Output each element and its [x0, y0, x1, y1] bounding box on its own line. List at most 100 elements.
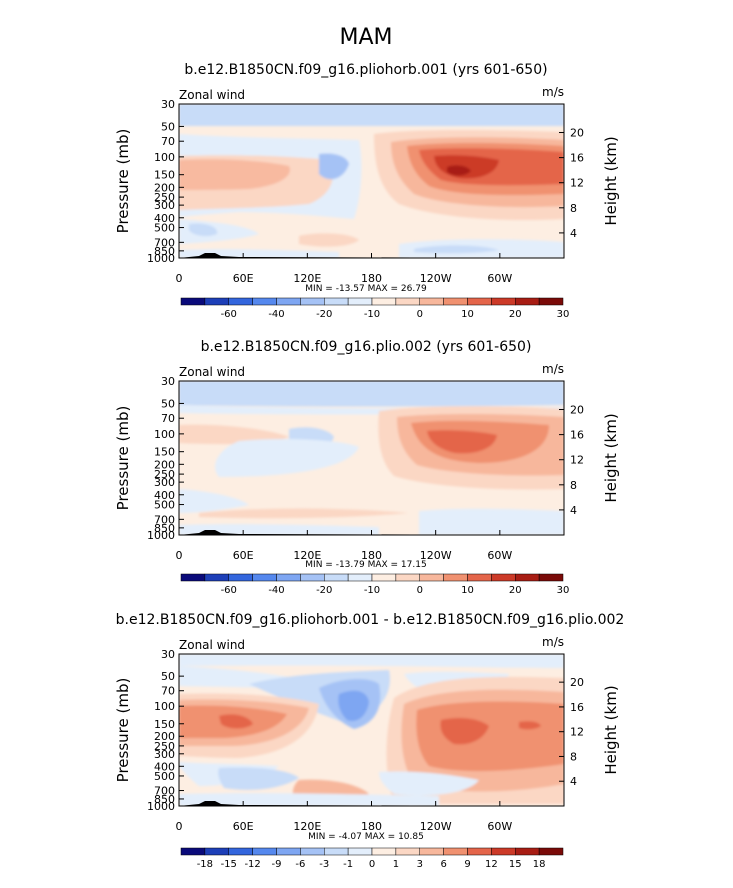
- panel-1-stats: MIN = -13.57 MAX = 26.79: [305, 284, 427, 294]
- panel-1-left-label: Zonal wind: [179, 88, 245, 102]
- panel-2-stats: MIN = -13.79 MAX = 17.15: [305, 560, 426, 570]
- colorbar-label: 6: [440, 859, 446, 870]
- y2-tick-label: 4: [570, 775, 577, 788]
- x-tick-label: 120W: [420, 820, 452, 833]
- colorbar-box: [491, 847, 516, 856]
- colorbar-box: [252, 847, 277, 856]
- colorbar-label: 3: [417, 859, 423, 870]
- x-tick-label: 120E: [293, 272, 321, 285]
- colorbar-box: [515, 297, 540, 306]
- y-tick-label: 1000: [147, 252, 175, 265]
- y2-tick-label: 20: [570, 127, 584, 140]
- colorbar-box: [538, 847, 564, 856]
- x-tick-label: 0: [176, 272, 183, 285]
- colorbar-box: [324, 573, 349, 582]
- colorbar-box: [252, 297, 277, 306]
- colorbar-box: [515, 847, 540, 856]
- y-tick-label: 400: [154, 212, 175, 225]
- x-tick-label: 0: [176, 820, 183, 833]
- colorbar-label: -1: [343, 859, 353, 870]
- x-tick-label: 60W: [487, 820, 512, 833]
- x-tick-label: 60E: [233, 549, 254, 562]
- panel-1: b.e12.B1850CN.f09_g16.pliohorb.001 (yrs …: [114, 62, 620, 320]
- y-tick-label: 100: [154, 151, 175, 164]
- y2-tick-label: 12: [570, 177, 584, 190]
- y-tick-label: 1000: [147, 800, 175, 813]
- colorbar-label: 1: [393, 859, 399, 870]
- x-tick-label: 180: [361, 272, 382, 285]
- y-tick-label: 250: [154, 740, 175, 753]
- y-tick-label: 200: [154, 181, 175, 194]
- colorbar-box: [395, 297, 420, 306]
- y-tick-label: 150: [154, 169, 175, 182]
- y2-tick-label: 20: [570, 676, 584, 689]
- colorbar-label: 20: [509, 309, 522, 320]
- panel-3-plot: [179, 654, 564, 806]
- colorbar-label: -60: [221, 309, 237, 320]
- panel-1-title: b.e12.B1850CN.f09_g16.pliohorb.001 (yrs …: [184, 62, 547, 78]
- y-tick-label: 50: [161, 670, 175, 683]
- y2-tick-label: 20: [570, 404, 584, 417]
- y-tick-label: 700: [154, 236, 175, 249]
- x-tick-label: 60E: [233, 272, 254, 285]
- colorbar-label: -6: [295, 859, 305, 870]
- x-tick-label: 120E: [293, 549, 321, 562]
- colorbar-box: [252, 573, 277, 582]
- x-tick-label: 60W: [487, 272, 512, 285]
- y-tick-label: 700: [154, 513, 175, 526]
- y-tick-label: 30: [161, 648, 175, 661]
- y-tick-label: 300: [154, 748, 175, 761]
- panel-3: b.e12.B1850CN.f09_g16.pliohorb.001 - b.e…: [114, 612, 624, 870]
- y-tick-label: 700: [154, 785, 175, 798]
- colorbar-box: [419, 573, 444, 582]
- panel-1-plot: [179, 104, 564, 258]
- colorbar-label: -10: [364, 585, 380, 596]
- colorbar-box: [204, 573, 229, 582]
- colorbar-label: 12: [485, 859, 498, 870]
- colorbar-box: [276, 573, 301, 582]
- panel-3-ylabel: Pressure (mb): [114, 678, 132, 783]
- panel-1-ylabel: Pressure (mb): [114, 129, 132, 234]
- colorbar-box: [300, 297, 325, 306]
- colorbar-label: -3: [319, 859, 329, 870]
- panel-3-left-label: Zonal wind: [179, 638, 245, 652]
- colorbar-box: [491, 297, 516, 306]
- panel-3-stats: MIN = -4.07 MAX = 10.85: [308, 832, 424, 842]
- y-tick-label: 500: [154, 770, 175, 783]
- panel-2-plot: [179, 381, 564, 535]
- colorbar-box: [467, 297, 492, 306]
- y-tick-label: 300: [154, 476, 175, 489]
- y-tick-label: 500: [154, 499, 175, 512]
- colorbar-box: [538, 297, 564, 306]
- panel-2-ylabel: Pressure (mb): [114, 406, 132, 511]
- colorbar-box: [324, 847, 349, 856]
- colorbar-box: [180, 847, 206, 856]
- colorbar-label: -40: [268, 309, 284, 320]
- colorbar-box: [395, 847, 420, 856]
- colorbar-box: [371, 297, 397, 306]
- colorbar-label: 30: [557, 585, 570, 596]
- panel-2: b.e12.B1850CN.f09_g16.plio.002 (yrs 601-…: [114, 339, 620, 596]
- colorbar-box: [371, 573, 397, 582]
- colorbar-label: -9: [272, 859, 282, 870]
- colorbar-box: [276, 847, 301, 856]
- y-tick-label: 400: [154, 489, 175, 502]
- panel-1-right-label: m/s: [542, 85, 564, 99]
- y2-tick-label: 16: [570, 429, 584, 442]
- panel-2-right-label: m/s: [542, 362, 564, 376]
- colorbar-box: [467, 573, 492, 582]
- colorbar-box: [467, 847, 492, 856]
- y-tick-label: 70: [161, 135, 175, 148]
- y-tick-label: 500: [154, 222, 175, 235]
- colorbar-box: [347, 847, 373, 856]
- colorbar-label: -15: [221, 859, 237, 870]
- y-tick-label: 850: [154, 793, 175, 806]
- colorbar-box: [300, 573, 325, 582]
- colorbar-box: [419, 297, 444, 306]
- colorbar-box: [371, 847, 397, 856]
- colorbar-box: [443, 573, 468, 582]
- y-tick-label: 250: [154, 191, 175, 204]
- colorbar-label: 0: [417, 585, 423, 596]
- x-tick-label: 180: [361, 820, 382, 833]
- y-tick-label: 200: [154, 730, 175, 743]
